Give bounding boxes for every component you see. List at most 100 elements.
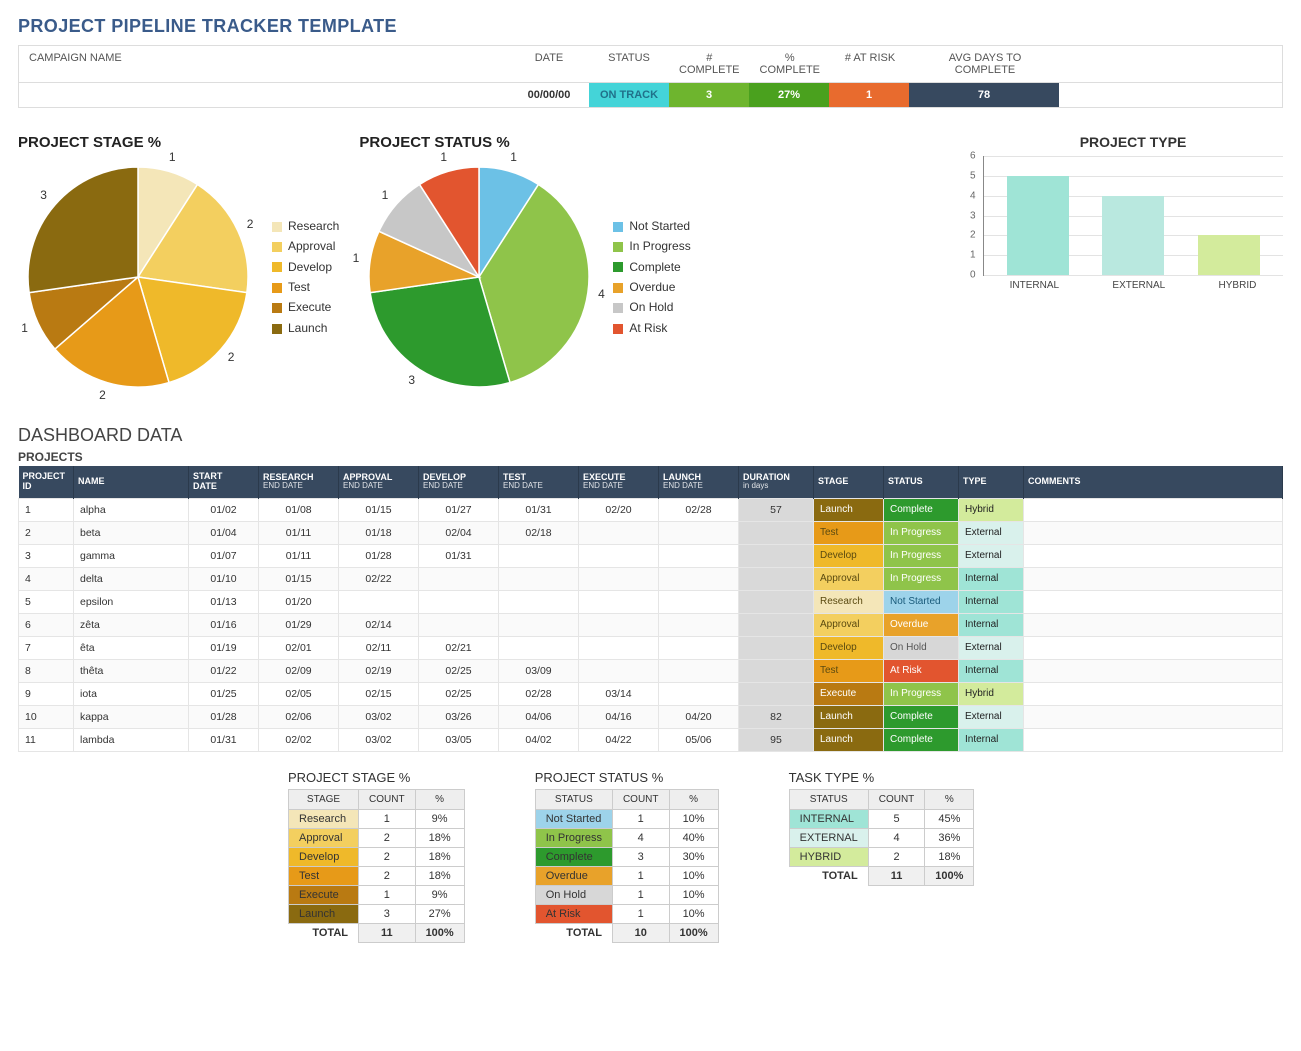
cell-status: In Progress	[884, 567, 959, 590]
cell-research: 02/05	[259, 682, 339, 705]
stage-pie-title: PROJECT STAGE %	[18, 134, 339, 151]
mini-td: In Progress	[535, 828, 612, 847]
cell-test: 04/06	[499, 705, 579, 728]
cell-test: 02/18	[499, 521, 579, 544]
cell-research: 01/15	[259, 567, 339, 590]
legend-item: Develop	[272, 257, 339, 277]
cell-id: 2	[19, 521, 74, 544]
cell-name: kappa	[74, 705, 189, 728]
summary-value-row: 00/00/00 ON TRACK 3 27% 1 78	[18, 82, 1283, 108]
mini-td: 1	[359, 885, 416, 904]
mini-td: Approval	[289, 828, 359, 847]
cell-status: At Risk	[884, 659, 959, 682]
cell-stage: Approval	[814, 613, 884, 636]
projects-th: TYPE	[959, 466, 1024, 498]
cell-start: 01/16	[189, 613, 259, 636]
pie-slice-label: 1	[440, 150, 447, 164]
type-bar-chart: 0123456	[983, 156, 1283, 276]
cell-start: 01/19	[189, 636, 259, 659]
projects-th: PROJECTID	[19, 466, 74, 498]
mini-th: STATUS	[789, 789, 868, 809]
legend-item: On Hold	[613, 297, 690, 317]
mini-td: Complete	[535, 847, 612, 866]
mini-td: 30%	[669, 847, 718, 866]
projects-th: STARTDATE	[189, 466, 259, 498]
status-pie-chart: 143111	[359, 157, 599, 397]
val-campaign[interactable]	[19, 83, 509, 107]
mini-th: COUNT	[868, 789, 925, 809]
cell-status: Complete	[884, 705, 959, 728]
mini-td: 2	[359, 828, 416, 847]
cell-research: 01/29	[259, 613, 339, 636]
cell-duration	[739, 544, 814, 567]
cell-comments	[1024, 544, 1283, 567]
mini-td: Research	[289, 809, 359, 828]
mini-th: COUNT	[612, 789, 669, 809]
pie-slice-label: 1	[21, 321, 28, 335]
mini-type-table: TASK TYPE %STATUSCOUNT%INTERNAL545%EXTER…	[789, 770, 975, 943]
table-row: 9iota01/2502/0502/1502/2502/2803/14Execu…	[19, 682, 1283, 705]
mini-td: Not Started	[535, 809, 612, 828]
cell-develop: 01/31	[419, 544, 499, 567]
mini-td: At Risk	[535, 904, 612, 923]
cell-start: 01/13	[189, 590, 259, 613]
mini-td: 18%	[415, 828, 464, 847]
val-avg-days: 78	[909, 83, 1059, 107]
pie-slice-label: 1	[169, 150, 176, 164]
cell-type: Internal	[959, 728, 1024, 751]
hdr-at-risk: # AT RISK	[830, 46, 910, 82]
table-row: 4delta01/1001/1502/22ApprovalIn Progress…	[19, 567, 1283, 590]
cell-approval: 03/02	[339, 705, 419, 728]
cell-develop: 03/05	[419, 728, 499, 751]
table-row: 1alpha01/0201/0801/1501/2701/3102/2002/2…	[19, 498, 1283, 521]
projects-th: APPROVALEND DATE	[339, 466, 419, 498]
cell-type: Internal	[959, 567, 1024, 590]
cell-test	[499, 636, 579, 659]
cell-duration	[739, 659, 814, 682]
mini-td: 2	[359, 866, 416, 885]
mini-total-td: 11	[359, 923, 416, 942]
cell-approval: 02/22	[339, 567, 419, 590]
cell-type: External	[959, 521, 1024, 544]
cell-execute	[579, 613, 659, 636]
cell-id: 9	[19, 682, 74, 705]
projects-th: DURATIONin days	[739, 466, 814, 498]
cell-launch	[659, 544, 739, 567]
table-row: 7êta01/1902/0102/1102/21DevelopOn HoldEx…	[19, 636, 1283, 659]
cell-develop: 02/25	[419, 682, 499, 705]
hdr-pct-complete: % COMPLETE	[750, 46, 831, 82]
projects-th: EXECUTEEND DATE	[579, 466, 659, 498]
cell-start: 01/02	[189, 498, 259, 521]
mini-td: 2	[359, 847, 416, 866]
cell-duration: 57	[739, 498, 814, 521]
cell-name: iota	[74, 682, 189, 705]
cell-approval: 02/14	[339, 613, 419, 636]
mini-td: 4	[612, 828, 669, 847]
projects-th: STATUS	[884, 466, 959, 498]
mini-td: 10%	[669, 866, 718, 885]
cell-id: 10	[19, 705, 74, 728]
cell-id: 3	[19, 544, 74, 567]
val-at-risk: 1	[829, 83, 909, 107]
cell-start: 01/31	[189, 728, 259, 751]
cell-execute: 04/22	[579, 728, 659, 751]
bar-xlabel: HYBRID	[1219, 280, 1257, 291]
cell-test: 01/31	[499, 498, 579, 521]
stage-pie-legend: ResearchApprovalDevelopTestExecuteLaunch	[272, 216, 339, 338]
cell-status: Not Started	[884, 590, 959, 613]
cell-research: 01/20	[259, 590, 339, 613]
mini-td: INTERNAL	[789, 809, 868, 828]
cell-type: External	[959, 544, 1024, 567]
cell-test: 02/28	[499, 682, 579, 705]
hdr-date: DATE	[509, 46, 589, 82]
cell-stage: Approval	[814, 567, 884, 590]
cell-type: Internal	[959, 659, 1024, 682]
mini-td: 18%	[925, 847, 974, 866]
cell-status: In Progress	[884, 521, 959, 544]
cell-comments	[1024, 521, 1283, 544]
cell-execute	[579, 636, 659, 659]
cell-launch	[659, 682, 739, 705]
table-row: 6zêta01/1601/2902/14ApprovalOverdueInter…	[19, 613, 1283, 636]
cell-id: 4	[19, 567, 74, 590]
cell-stage: Launch	[814, 705, 884, 728]
